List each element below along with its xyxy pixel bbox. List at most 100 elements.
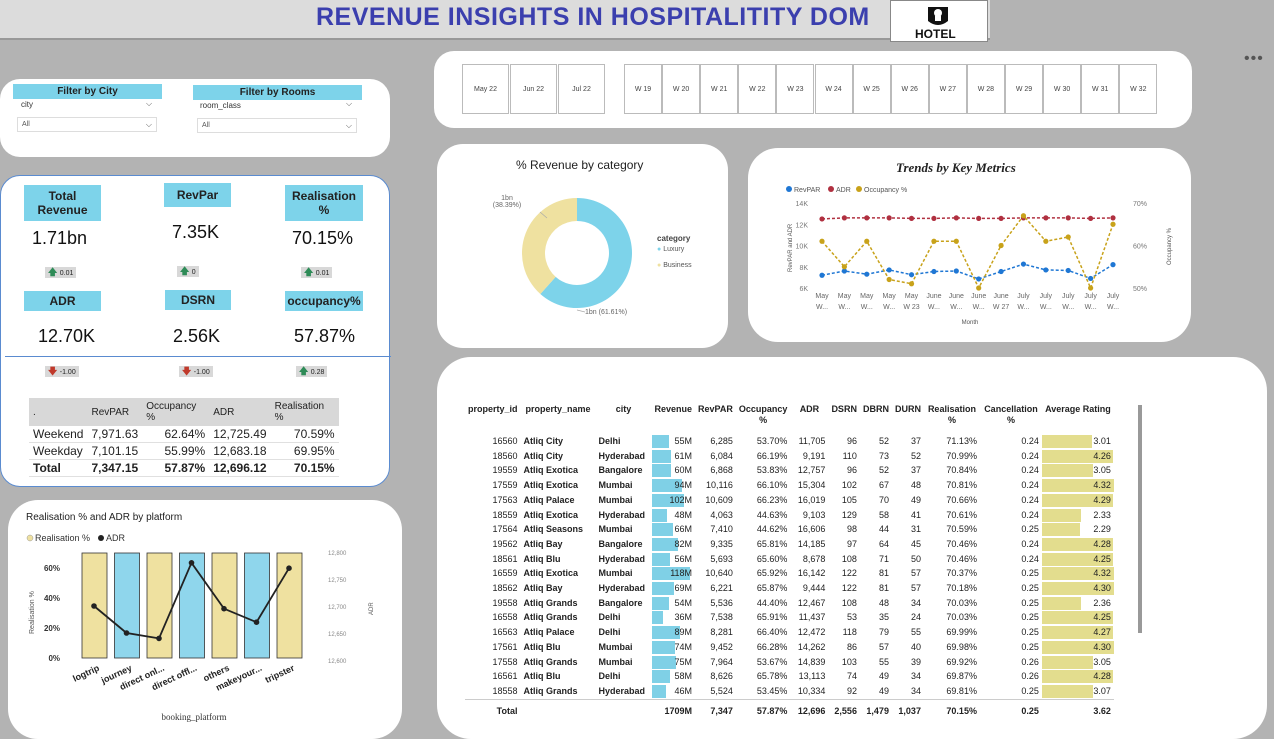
month-slicer-button[interactable]: May 22 <box>462 64 509 114</box>
data-point[interactable] <box>864 271 870 277</box>
data-point[interactable] <box>864 215 870 221</box>
week-slicer-button[interactable]: W 31 <box>1081 64 1120 114</box>
data-point[interactable] <box>931 215 937 222</box>
week-slicer-button[interactable]: W 24 <box>814 64 853 114</box>
data-point[interactable] <box>1065 267 1071 274</box>
data-point[interactable] <box>1065 234 1071 240</box>
table-column-header[interactable]: city <box>615 404 632 414</box>
data-point[interactable] <box>908 272 915 278</box>
chevron-down-icon[interactable]: ⌵ <box>346 99 353 108</box>
table-column-header[interactable]: DURN <box>894 404 921 414</box>
month-slicer-button[interactable]: Jun 22 <box>510 64 557 114</box>
table-row[interactable]: 19562 Atliq Bay Bangalore 82M 9,335 65.81% 14,… <box>465 537 1114 552</box>
week-slicer-button[interactable]: W 29 <box>1005 64 1043 114</box>
data-point[interactable] <box>286 565 292 571</box>
data-point[interactable] <box>841 215 847 221</box>
table-column-header[interactable]: Average Rating <box>1045 404 1111 414</box>
data-point[interactable] <box>819 238 825 244</box>
data-point[interactable] <box>841 264 847 270</box>
week-slicer-button[interactable]: W 26 <box>890 64 929 114</box>
weektype-table-header[interactable]: . <box>29 398 88 426</box>
week-slicer-button[interactable]: W 32 <box>1119 64 1158 114</box>
platform-bar[interactable] <box>179 552 205 659</box>
data-point[interactable] <box>931 238 937 244</box>
data-point[interactable] <box>998 242 1004 249</box>
data-point[interactable] <box>1110 221 1116 227</box>
data-point[interactable] <box>908 215 915 222</box>
platform-bar[interactable] <box>244 552 270 659</box>
data-point[interactable] <box>864 238 870 244</box>
data-point[interactable] <box>1088 215 1094 222</box>
week-slicer-button[interactable]: W 30 <box>1043 64 1082 114</box>
data-point[interactable] <box>998 215 1004 222</box>
city-filter-select[interactable]: All ⌵ <box>17 117 157 132</box>
platform-bar[interactable] <box>211 552 238 659</box>
table-column-header[interactable]: ADR <box>799 404 820 414</box>
data-point[interactable] <box>1088 285 1094 291</box>
data-point[interactable] <box>819 272 825 278</box>
data-point[interactable] <box>1088 275 1094 282</box>
data-point[interactable] <box>953 238 959 244</box>
table-row[interactable]: 16560 Atliq City Delhi 55M 6,285 53.70% 11,705… <box>465 434 1114 449</box>
table-row[interactable]: 18560 Atliq City Hyderabad 61M 6,084 66.19% 9,… <box>465 449 1114 464</box>
data-point[interactable] <box>221 605 227 612</box>
data-point[interactable] <box>1110 215 1116 221</box>
week-slicer-button[interactable]: W 19 <box>624 64 662 114</box>
table-column-header[interactable]: Revenue <box>654 404 693 414</box>
data-point[interactable] <box>1020 213 1027 219</box>
data-point[interactable] <box>953 215 959 221</box>
table-row[interactable]: 17564 Atliq Seasons Mumbai 66M 7,410 44.62% 16… <box>465 522 1114 537</box>
donut-slice-luxury[interactable] <box>540 198 632 308</box>
weektype-table-header[interactable]: ADR <box>209 398 271 426</box>
table-row[interactable]: 19558 Atliq Grands Bangalore 54M 5,536 44.40%… <box>465 596 1114 611</box>
data-point[interactable] <box>908 281 915 287</box>
table-column-header[interactable]: RevPAR <box>698 404 733 414</box>
data-point[interactable] <box>976 285 982 291</box>
week-slicer-button[interactable]: W 28 <box>966 64 1005 114</box>
week-slicer-button[interactable]: W 22 <box>738 64 777 114</box>
data-point[interactable] <box>953 268 959 274</box>
data-point[interactable] <box>819 216 825 222</box>
data-point[interactable] <box>253 619 260 625</box>
donut-slice-business[interactable] <box>522 198 577 295</box>
table-column-header[interactable]: property_id <box>468 404 518 414</box>
chevron-down-icon[interactable]: ⌵ <box>146 99 153 108</box>
data-point[interactable] <box>188 560 195 566</box>
table-row[interactable]: 17563 Atliq Palace Mumbai 102M 10,609 66.23% 1… <box>465 493 1114 508</box>
data-point[interactable] <box>886 215 892 221</box>
week-slicer-button[interactable]: W 21 <box>700 64 739 114</box>
table-column-header[interactable]: Realisation % <box>927 404 976 425</box>
table-column-header[interactable]: DSRN <box>831 404 857 414</box>
month-slicer-button[interactable]: Jul 22 <box>558 64 605 114</box>
data-point[interactable] <box>156 635 162 642</box>
data-point[interactable] <box>998 268 1004 275</box>
platform-bar[interactable] <box>146 552 173 659</box>
table-row[interactable]: 18559 Atliq Exotica Hyderabad 48M 4,063 44.63… <box>465 508 1114 523</box>
table-column-header[interactable]: Occupancy % <box>738 404 788 425</box>
table-row[interactable]: 16561 Atliq Blu Delhi 58M 8,626 65.78% 13,113 7… <box>465 669 1114 684</box>
table-row[interactable]: 16558 Atliq Grands Delhi 36M 7,538 65.91% 11,4… <box>465 610 1114 625</box>
data-point[interactable] <box>91 603 97 609</box>
data-point[interactable] <box>123 630 130 636</box>
week-slicer-button[interactable]: W 27 <box>928 64 967 114</box>
data-point[interactable] <box>1043 215 1049 221</box>
data-point[interactable] <box>841 268 847 274</box>
table-row[interactable]: 17558 Atliq Grands Mumbai 75M 7,964 53.67% 14,… <box>465 655 1114 670</box>
data-point[interactable] <box>931 268 937 275</box>
table-row[interactable]: 16559 Atliq Exotica Mumbai 118M 10,640 65.92%… <box>465 566 1114 581</box>
table-row[interactable]: 16563 Atliq Palace Delhi 89M 8,281 66.40% 12,4… <box>465 625 1114 640</box>
data-point[interactable] <box>976 215 982 222</box>
table-column-header[interactable]: property_name <box>525 404 591 414</box>
table-row[interactable]: 17559 Atliq Exotica Mumbai 94M 10,116 66.10% 1… <box>465 478 1114 493</box>
week-slicer-button[interactable]: W 25 <box>852 64 891 114</box>
table-row[interactable]: 18558 Atliq Grands Hyderabad 46M 5,524 53.45%… <box>465 684 1114 699</box>
weektype-table-header[interactable]: Occupancy % <box>142 398 210 426</box>
table-row[interactable]: 19559 Atliq Exotica Bangalore 60M 6,868 53.83… <box>465 463 1114 478</box>
table-column-header[interactable]: Cancellation % <box>984 404 1038 425</box>
platform-bar[interactable] <box>114 552 140 659</box>
data-point[interactable] <box>976 276 982 282</box>
week-slicer-button[interactable]: W 20 <box>662 64 701 114</box>
data-point[interactable] <box>1043 267 1049 273</box>
table-row[interactable]: 18561 Atliq Blu Hyderabad 56M 5,693 65.60% 8,6… <box>465 552 1114 567</box>
table-row[interactable]: 17561 Atliq Blu Mumbai 74M 9,452 66.28% 14,262… <box>465 640 1114 655</box>
